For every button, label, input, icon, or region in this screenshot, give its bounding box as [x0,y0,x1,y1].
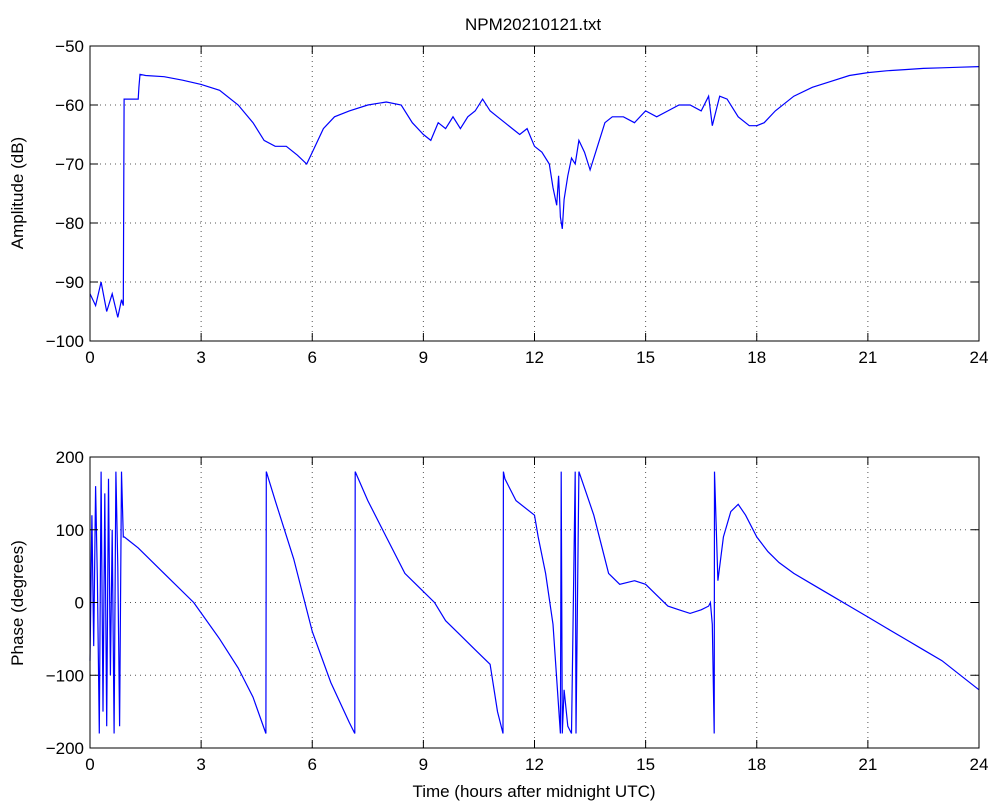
phase-x-tick-label: 24 [970,755,989,774]
phase-x-tick-label: 12 [525,755,544,774]
amplitude-ticks: 0 3 6 9 12 15 18 21 24 −50 −60 −70 −80 −90 −100 [46,37,989,367]
phase-x-tick-label: 6 [308,755,317,774]
amplitude-x-tick-label: 12 [525,348,544,367]
amplitude-y-tick-label: −100 [46,332,84,351]
amplitude-x-tick-label: 9 [419,348,428,367]
amplitude-y-tick-label: −80 [55,214,84,233]
amplitude-series-line [89,66,980,318]
amplitude-x-tick-label: 24 [970,348,989,367]
amplitude-y-tick-label: −60 [55,96,84,115]
amplitude-y-axis-label: Amplitude (dB) [8,137,27,249]
phase-x-tick-label: 0 [85,755,94,774]
phase-x-tick-label: 3 [196,755,205,774]
amplitude-x-tick-label: 3 [196,348,205,367]
phase-panel: 0 3 6 9 12 15 18 21 24 200 100 0 −100 −200 Phase (deg… [8,448,988,801]
amplitude-panel: 0 3 6 9 12 15 18 21 24 −50 −60 −70 −80 −90 −100 Amplit… [8,37,988,367]
phase-x-tick-label: 9 [419,755,428,774]
amplitude-y-tick-label: −50 [55,37,84,56]
amplitude-x-tick-label: 15 [636,348,655,367]
phase-y-tick-label: −100 [46,666,84,685]
phase-y-tick-label: 200 [56,448,84,467]
phase-x-tick-label: 21 [858,755,877,774]
phase-y-tick-label: 100 [56,521,84,540]
amplitude-x-tick-label: 6 [308,348,317,367]
phase-x-axis-label: Time (hours after midnight UTC) [412,782,655,801]
amplitude-y-tick-label: −70 [55,155,84,174]
phase-series-line [89,471,980,734]
amplitude-y-tick-label: −90 [55,273,84,292]
phase-x-tick-label: 15 [636,755,655,774]
figure-title: NPM20210121.txt [465,15,601,34]
phase-x-tick-label: 18 [747,755,766,774]
amplitude-x-tick-label: 18 [747,348,766,367]
amplitude-x-tick-label: 0 [85,348,94,367]
amplitude-gridlines [90,46,979,341]
amplitude-x-tick-label: 21 [858,348,877,367]
phase-gridlines [90,457,979,748]
phase-y-tick-label: −200 [46,739,84,758]
phase-y-tick-label: 0 [75,594,84,613]
phase-ticks: 0 3 6 9 12 15 18 21 24 200 100 0 −100 −200 [46,448,989,774]
phase-y-axis-label: Phase (degrees) [8,540,27,666]
